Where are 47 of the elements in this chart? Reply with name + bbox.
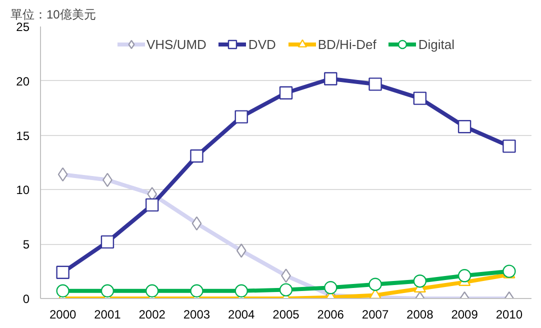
point — [324, 281, 338, 294]
point — [413, 92, 427, 105]
point — [279, 283, 293, 296]
point — [190, 149, 204, 163]
x-tick-label: 2005 — [272, 308, 300, 322]
x-tick-label: 2002 — [138, 308, 166, 322]
x-tick-label: 2007 — [362, 308, 389, 322]
x-tick-label: 2003 — [183, 308, 210, 322]
point — [324, 72, 338, 86]
x-tick-label: 2000 — [49, 308, 76, 322]
x-tick-label: 2004 — [228, 308, 256, 322]
point — [279, 86, 293, 100]
point — [192, 216, 202, 231]
point — [190, 284, 204, 298]
y-tick-label: 15 — [16, 128, 30, 143]
y-tick-label: 5 — [22, 238, 30, 252]
x-tick-label: 2001 — [94, 308, 122, 322]
legend-label: DVD — [248, 36, 276, 52]
point — [234, 284, 248, 298]
point — [413, 274, 427, 288]
point — [368, 278, 382, 291]
x-tick-label: 2009 — [451, 308, 478, 322]
legend-label: BD/Hi-Def — [318, 36, 376, 52]
point — [58, 167, 68, 182]
x-tick-label: 2008 — [406, 308, 434, 322]
x-tick-label: 2010 — [496, 308, 523, 322]
point — [458, 269, 472, 282]
point — [236, 244, 246, 258]
point — [502, 264, 516, 278]
point — [234, 110, 248, 124]
point — [145, 284, 159, 298]
point — [502, 140, 516, 153]
legend-label: Digital — [418, 36, 455, 52]
y-tick-label: 0 — [22, 292, 30, 306]
y-tick-label: 25 — [16, 20, 30, 34]
y-axis-title: 單位：10億美元 — [10, 8, 96, 22]
point — [458, 120, 472, 134]
legend-label: VHS/UMD — [146, 36, 206, 52]
x-tick-label: 2006 — [317, 308, 344, 322]
point — [100, 284, 114, 298]
point — [100, 235, 114, 249]
point — [145, 198, 159, 212]
y-tick-label: 20 — [16, 74, 30, 88]
point — [56, 284, 70, 298]
y-tick-label: 10 — [16, 183, 30, 198]
point — [368, 78, 382, 91]
point — [56, 266, 70, 279]
